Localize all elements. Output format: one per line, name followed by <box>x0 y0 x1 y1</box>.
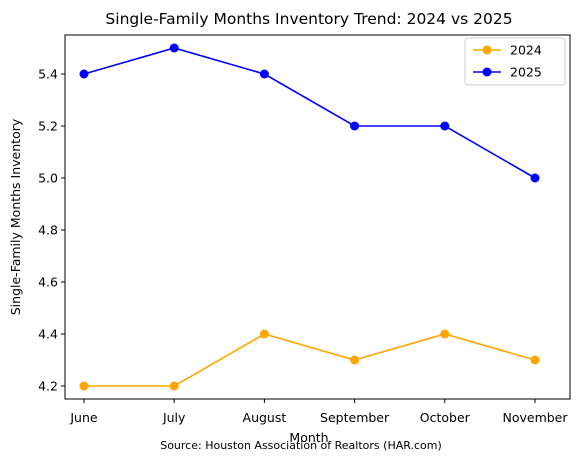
legend: 2024 2025 <box>464 37 566 86</box>
data-point-2024 <box>169 381 179 391</box>
y-tick-label: 5.0 <box>38 171 58 186</box>
legend-marker-2024 <box>482 45 492 55</box>
x-tick-label: August <box>243 410 287 425</box>
plot-area <box>79 43 540 391</box>
plot-frame <box>64 34 571 400</box>
y-tick-label: 4.2 <box>38 379 58 394</box>
x-tick-label: June <box>69 410 98 425</box>
data-point-2025 <box>440 121 450 131</box>
x-axis-label: Month <box>289 430 328 445</box>
data-point-2024 <box>530 355 540 365</box>
x-tick-label: July <box>162 410 186 425</box>
data-point-2025 <box>79 69 89 79</box>
data-point-2024 <box>79 381 89 391</box>
y-axis-label: Single-Family Months Inventory <box>8 118 23 315</box>
data-point-2024 <box>259 329 269 339</box>
x-tick-label: October <box>420 410 471 425</box>
x-tick-label: November <box>502 410 568 425</box>
data-point-2025 <box>530 173 540 183</box>
series-line-2025 <box>83 47 536 179</box>
y-tick-label: 5.2 <box>38 119 58 134</box>
data-point-2025 <box>350 121 360 131</box>
legend-marker-2025 <box>482 67 492 77</box>
chart-title: Single-Family Months Inventory Trend: 20… <box>105 10 512 28</box>
data-point-2024 <box>350 355 360 365</box>
legend-label-2024: 2024 <box>510 43 542 58</box>
y-tick-label: 4.8 <box>38 223 58 238</box>
y-axis: 4.2 4.4 4.6 4.8 5.0 5.2 5.4 <box>38 67 65 394</box>
y-tick-label: 5.4 <box>38 67 58 82</box>
source-note: Source: Houston Association of Realtors … <box>160 439 442 452</box>
data-point-2024 <box>440 329 450 339</box>
x-axis: June July August September October November <box>69 399 568 425</box>
data-point-2025 <box>259 69 269 79</box>
y-tick-label: 4.6 <box>38 275 58 290</box>
x-tick-label: September <box>320 410 390 425</box>
series-line-2024 <box>84 333 536 387</box>
y-tick-label: 4.4 <box>38 327 58 342</box>
data-point-2025 <box>169 43 179 53</box>
legend-label-2025: 2025 <box>510 65 542 80</box>
